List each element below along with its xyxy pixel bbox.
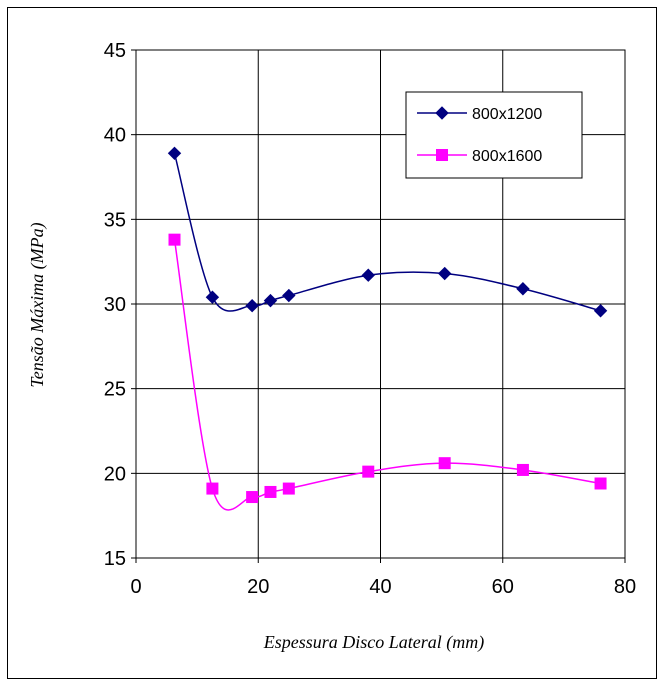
data-point-800x1200-2 [245,298,259,313]
y-tick-label-5: 40 [104,125,126,147]
legend-marker-800x1200 [435,106,449,120]
data-point-800x1600-6 [438,457,451,470]
y-tick-label-3: 30 [104,294,126,316]
data-point-800x1200-6 [437,266,452,281]
data-point-800x1200-3 [263,293,278,308]
series-800x1200 [167,146,608,318]
data-point-800x1600-1 [206,482,219,495]
y-tick-label-6: 45 [104,40,126,62]
data-point-800x1200-7 [516,282,530,296]
x-tick-label-1: 20 [247,576,269,598]
data-point-800x1600-8 [594,477,607,490]
y-tick-labels: 15 20 25 30 35 40 45 [104,40,136,570]
data-point-800x1200-1 [205,290,220,304]
legend-marker-800x1600 [436,149,448,161]
data-point-800x1600-0 [168,233,181,246]
y-tick-label-2: 25 [104,379,126,401]
data-point-800x1200-5 [361,268,375,282]
legend: 800x1200 800x1600 [405,91,583,179]
data-point-800x1600-5 [362,465,375,478]
data-point-800x1600-3 [264,485,277,498]
legend-label-800x1600: 800x1600 [472,148,542,165]
data-point-800x1200-4 [282,288,296,303]
x-axis-label: Espessura Disco Lateral (mm) [263,632,485,653]
legend-box [405,91,583,179]
y-axis-label: Tensão Máxima (MPa) [27,222,48,387]
data-point-800x1600-2 [246,491,259,504]
data-point-800x1600-4 [282,482,295,495]
y-tick-label-1: 20 [104,463,126,485]
x-tick-label-2: 40 [369,576,391,598]
data-point-800x1200-0 [167,146,182,161]
x-tick-labels: 0 20 40 60 80 [130,558,636,598]
x-tick-label-3: 60 [492,576,514,598]
series-800x1600 [168,233,607,511]
data-point-800x1600-7 [516,463,529,476]
data-point-800x1200-8 [593,304,608,318]
series-layer [167,146,608,511]
y-tick-label-4: 35 [104,209,126,231]
x-tick-label-4: 80 [614,576,636,598]
series-line-800x1600 [173,239,601,511]
x-tick-label-0: 0 [130,576,141,598]
legend-label-800x1200: 800x1200 [472,106,542,123]
y-tick-label-0: 15 [104,548,126,570]
